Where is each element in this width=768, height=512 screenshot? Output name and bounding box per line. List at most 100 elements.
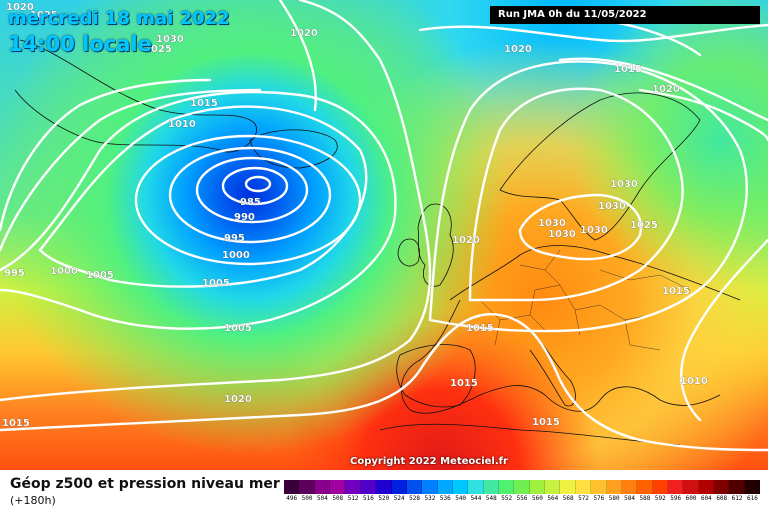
legend-swatch: [637, 480, 653, 494]
copyright-text: Copyright 2022 Meteociel.fr: [350, 456, 508, 467]
isobar-1015-east: [680, 238, 768, 422]
isobar-1020-ridge: [428, 60, 748, 333]
isobar-label: 1020: [504, 44, 532, 55]
legend-swatch: [437, 480, 453, 494]
isobar-label: 1025: [630, 220, 658, 231]
isobar-label: 1025: [30, 10, 58, 21]
legend-value: 528: [409, 495, 420, 502]
legend-swatch: [422, 480, 438, 494]
map-footer: Géop z500 et pression niveau mer (+180h)…: [0, 470, 768, 512]
legend-value: 532: [424, 495, 436, 502]
legend-value: 584: [624, 495, 635, 502]
isobar-label: 1020: [224, 394, 252, 405]
isobar-label: 1015: [466, 323, 494, 334]
legend-value: 604: [700, 495, 712, 502]
isobar-label: 995: [4, 268, 25, 279]
legend-swatch: [299, 480, 315, 494]
legend-swatch: [545, 480, 561, 494]
isobar-label: 1030: [610, 179, 638, 190]
legend-swatch: [667, 480, 684, 494]
legend-value: 592: [654, 495, 666, 502]
legend-value: 572: [578, 495, 589, 502]
isobar-label: 1000: [50, 266, 78, 277]
legend-value: 516: [363, 495, 374, 502]
legend-swatch: [529, 480, 546, 494]
isobar-label: 1015: [450, 378, 478, 389]
iberia-coast: [396, 344, 476, 408]
color-scale-labels: 496 500 504 508 512 516 520 524 528 532 536 540 544 5…: [284, 494, 760, 504]
isobar-label: 1015: [532, 417, 560, 428]
legend-swatch: [314, 480, 331, 494]
legend-swatch: [560, 480, 576, 494]
border-line: [479, 249, 691, 351]
ireland-coast: [397, 238, 420, 267]
legend-value: 552: [501, 495, 513, 502]
isobar-1030-core: [518, 193, 643, 261]
legend-value: 548: [485, 495, 497, 502]
isobar-label: 995: [224, 233, 245, 244]
legend-value: 580: [608, 495, 620, 502]
legend-value: 500: [301, 495, 313, 502]
legend-value: 504: [316, 495, 328, 502]
isobar-1015-north: [558, 57, 768, 122]
isobar-985: [195, 156, 309, 224]
map-title: Géop z500 et pression niveau mer: [10, 476, 280, 492]
legend-swatch: [606, 480, 622, 494]
geopotential-map: 1020 1025 1030 1025 1020 1020 1015 1020 …: [0, 0, 768, 470]
legend-swatch: [391, 480, 407, 494]
forecast-lead-time: (+180h): [10, 494, 56, 507]
legend-swatch: [683, 480, 699, 494]
legend-value: 600: [685, 495, 697, 502]
isobar-1020-west: [0, 0, 432, 402]
legend-value: 496: [286, 495, 298, 502]
legend-value: 544: [470, 495, 482, 502]
isobar-label: 1015: [190, 98, 218, 109]
greenland-coast: [14, 39, 257, 153]
isobar-label: 1005: [86, 270, 114, 281]
isobar-label: 1025: [144, 44, 172, 55]
legend-value: 512: [347, 495, 359, 502]
legend-swatch: [452, 480, 469, 494]
isobar-label: 1030: [156, 34, 184, 45]
isobars: [0, 0, 768, 450]
isobar-label: 1020: [652, 84, 680, 95]
legend-value: 608: [716, 495, 728, 502]
isobar-label: 1020: [452, 235, 480, 246]
legend-swatch: [514, 480, 530, 494]
isobar-label: 1030: [598, 201, 626, 212]
legend-swatch: [575, 480, 592, 494]
legend-value: 568: [562, 495, 574, 502]
legend-value: 596: [670, 495, 682, 502]
isobar-label: 1015: [662, 286, 690, 297]
legend-swatch: [652, 480, 668, 494]
isobar-label: 1030: [548, 229, 576, 240]
legend-swatch: [468, 480, 484, 494]
isobar-labels: 1020 1025 1030 1025 1020 1020 1015 1020 …: [2, 2, 708, 429]
country-borders: [479, 249, 691, 351]
isobar-label: 1000: [222, 250, 250, 261]
legend-swatch: [345, 480, 361, 494]
legend-swatch: [284, 480, 300, 494]
isobar-label: 1010: [680, 376, 708, 387]
color-scale-legend: 496 500 504 508 512 516 520 524 528 532 536 540 544 5…: [284, 480, 761, 504]
legend-swatch: [591, 480, 607, 494]
forecast-time: 14:00 locale: [8, 32, 152, 56]
legend-swatch: [714, 480, 730, 494]
europe-coast: [401, 245, 741, 414]
africa-coast: [379, 423, 681, 446]
legend-value: 508: [332, 495, 344, 502]
legend-swatch: [499, 480, 515, 494]
isobar-label: 985: [240, 197, 261, 208]
isobar-label: 1015: [614, 64, 642, 75]
legend-swatch: [406, 480, 423, 494]
legend-swatch: [621, 480, 638, 494]
model-run-label: Run JMA 0h du 11/05/2022: [490, 6, 760, 24]
legend-value: 540: [455, 495, 467, 502]
legend-swatch: [698, 480, 715, 494]
isobar-1010-east: [638, 88, 768, 142]
legend-swatch: [744, 480, 761, 494]
legend-swatch: [330, 480, 346, 494]
legend-value: 616: [747, 495, 758, 502]
isobar-label: 1030: [538, 218, 566, 229]
